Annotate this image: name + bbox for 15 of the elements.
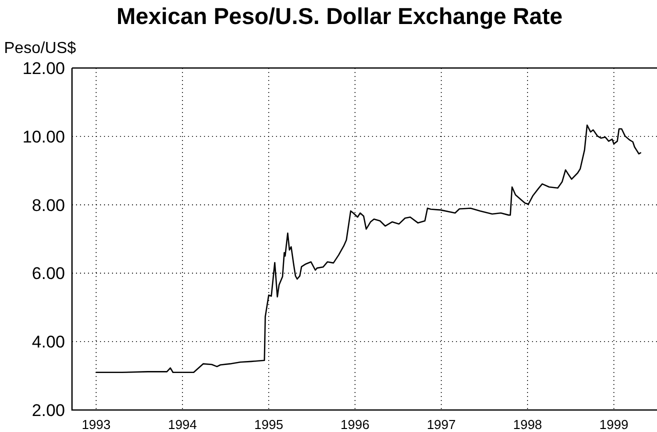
x-tick-label: 1994 (168, 417, 197, 432)
y-axis-title: Peso/US$ (4, 40, 76, 57)
y-tick-label: 8.00 (32, 196, 65, 215)
y-tick-label: 4.00 (32, 332, 65, 352)
y-tick-label: 2.00 (32, 400, 65, 420)
x-tick-label: 1995 (254, 417, 284, 432)
x-tick-label: 1997 (426, 417, 456, 432)
chart-title: Mexican Peso/U.S. Dollar Exchange Rate (116, 3, 563, 29)
y-tick-label: 10.00 (22, 127, 65, 146)
x-tick-label: 1993 (82, 417, 111, 432)
x-tick-label: 1996 (340, 417, 370, 432)
x-tick-label: 1999 (599, 417, 628, 432)
y-tick-label: 12.00 (22, 58, 65, 78)
y-tick-label: 6.00 (32, 264, 65, 284)
x-tick-label: 1998 (513, 417, 542, 432)
